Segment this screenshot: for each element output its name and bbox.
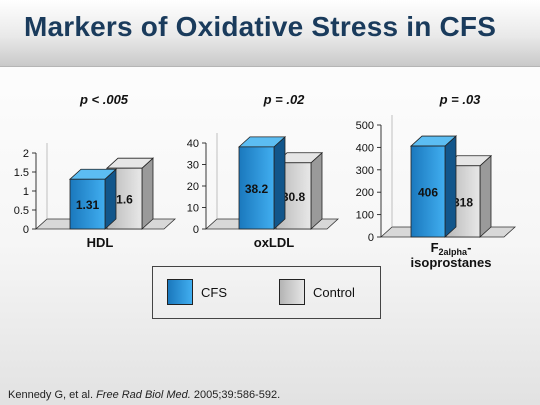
y-tick-label: 10 <box>187 203 199 215</box>
y-tick-label: 1 <box>23 186 29 198</box>
legend-item-control: Control <box>279 279 355 305</box>
y-tick-label: 0 <box>23 224 29 236</box>
legend-swatch-control <box>279 279 305 305</box>
chart-title: p < .005 <box>79 92 129 107</box>
x-category-label: HDL <box>87 235 114 250</box>
legend-item-cfs: CFS <box>167 279 227 305</box>
bar-front-face <box>410 145 446 238</box>
chart-2: p = .02 0 10 20 30 40 30.8 38.2 oxLDL <box>187 92 340 250</box>
bar-data-label: 1.6 <box>116 193 133 207</box>
y-tick-label: 2 <box>23 148 29 160</box>
y-tick-label: 400 <box>356 142 374 154</box>
bar-front-face <box>238 146 275 230</box>
x-label-suffix: - <box>467 240 471 255</box>
y-tick-label: 200 <box>356 187 374 199</box>
bar-data-label: 38.2 <box>245 182 269 196</box>
y-tick-label: 1.5 <box>14 167 29 179</box>
bar-front-face <box>69 178 106 230</box>
bar-cfs: 1.31 <box>68 168 118 230</box>
citation-journal: Free Rad Biol Med. <box>96 389 191 401</box>
x-category-label: oxLDL <box>254 235 295 250</box>
legend-label-cfs: CFS <box>201 284 227 300</box>
bar-data-label: 318 <box>453 195 473 209</box>
bar-cfs: 38.2 <box>237 135 287 230</box>
chart-title: p = .03 <box>439 92 482 107</box>
y-tick-label: 500 <box>356 120 374 132</box>
citation-authors: Kennedy G, et al. <box>8 389 93 401</box>
bar-data-label: 1.31 <box>76 198 100 212</box>
legend-label-control: Control <box>313 284 355 300</box>
bar-data-label: 406 <box>418 186 438 200</box>
chart-legend: CFS Control <box>152 266 381 319</box>
slide-title: Markers of Oxidative Stress in CFS <box>24 11 497 42</box>
x-label-subscript: 2alpha <box>439 247 469 257</box>
bar-cfs: 406 <box>409 135 458 238</box>
y-tick-label: 100 <box>356 210 374 222</box>
y-tick-label: 40 <box>187 138 199 150</box>
y-tick-label: 0.5 <box>14 205 29 217</box>
citation-details: 2005;39:586-592. <box>193 389 281 401</box>
slide-header: Markers of Oxidative Stress in CFS <box>0 0 540 67</box>
x-category-label: F2alpha- <box>431 240 472 257</box>
y-tick-label: 0 <box>193 224 199 236</box>
x-category-label-line2: isoprostanes <box>411 255 492 270</box>
bar-data-label: 30.8 <box>282 190 306 204</box>
chart-1: p < .005 0 0.5 1 1.5 2 1.6 1.31 HDL <box>14 92 177 250</box>
bar-side-face <box>310 151 323 230</box>
source-citation: Kennedy G, et al. Free Rad Biol Med. 200… <box>8 389 280 401</box>
legend-swatch-cfs <box>167 279 193 305</box>
chart-title: p = .02 <box>263 92 306 107</box>
bar-side-face <box>141 157 154 230</box>
y-tick-label: 30 <box>187 160 199 172</box>
y-tick-label: 0 <box>368 232 374 244</box>
bar-side-face <box>479 154 492 238</box>
chart-3: p = .03 0 100 200 300 400 500 318 406 F2alpha-iso… <box>356 92 517 270</box>
x-label-main: F <box>431 240 439 255</box>
y-tick-label: 20 <box>187 181 199 193</box>
y-tick-label: 300 <box>356 165 374 177</box>
bar-side-face <box>444 135 457 238</box>
bar-side-face <box>273 135 286 230</box>
